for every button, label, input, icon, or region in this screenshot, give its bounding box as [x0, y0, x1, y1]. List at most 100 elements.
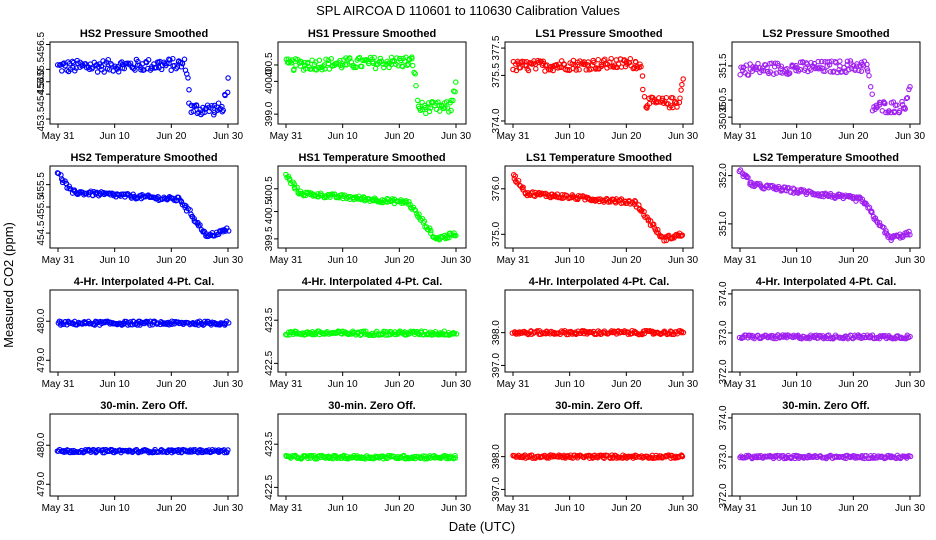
panel: HS2 Pressure Smoothed 453.5454.5455.0455.…	[36, 28, 243, 142]
data-point	[425, 226, 431, 233]
x-tick-label: May 31	[42, 255, 75, 266]
data-point	[325, 60, 332, 67]
data-point	[166, 60, 172, 67]
x-tick-label: May 31	[724, 379, 757, 390]
data-point	[126, 61, 132, 68]
data-point	[288, 60, 295, 66]
data-point	[452, 88, 458, 95]
data-point	[679, 453, 686, 460]
x-tick-label: May 31	[270, 255, 303, 266]
data-point	[452, 455, 459, 461]
data-point	[147, 322, 153, 328]
y-axis-label: Measured CO2 (ppm)	[1, 222, 16, 348]
x-tick-label: Jun 30	[895, 255, 925, 266]
panel: LS1 Pressure Smoothed 374.0 375.5 377.5 May …	[491, 28, 698, 142]
data-point	[179, 60, 186, 67]
x-tick-label: Jun 20	[838, 379, 868, 390]
data-point	[326, 66, 333, 72]
data-point	[224, 89, 231, 96]
y-tick-label: 423.5	[264, 307, 275, 332]
data-point	[674, 104, 680, 110]
data-point	[72, 68, 78, 74]
data-point	[193, 103, 200, 109]
data-point	[633, 59, 639, 65]
x-tick-label: Jun 20	[384, 131, 414, 142]
data-point	[371, 54, 377, 61]
panel: 4-Hr. Interpolated 4-Pt. Cal. 372.0 373.0 3…	[718, 276, 925, 390]
y-tick-label: 351.0	[718, 211, 729, 236]
x-tick-label: Jun 30	[213, 255, 243, 266]
plot-frame	[731, 165, 921, 249]
data-point	[453, 232, 459, 239]
data-point	[359, 63, 365, 70]
panel-title: 30-min. Zero Off.	[328, 400, 415, 412]
data-point	[755, 60, 761, 67]
data-point	[863, 201, 870, 208]
data-point	[637, 61, 643, 67]
data-point	[316, 57, 323, 64]
y-tick-label: 372.0	[718, 359, 729, 384]
data-point	[837, 58, 843, 64]
x-tick-label: Jun 30	[895, 503, 925, 514]
data-point	[442, 104, 448, 111]
y-tick-label: 374.0	[718, 281, 729, 306]
data-point	[816, 66, 822, 72]
data-point	[904, 94, 911, 101]
y-tick-label: 351.5	[718, 53, 729, 78]
data-point	[574, 452, 581, 459]
data-point	[517, 64, 524, 71]
data-point	[638, 208, 644, 214]
data-point	[548, 63, 554, 70]
data-point	[414, 97, 421, 104]
data-point	[876, 219, 883, 226]
data-point	[350, 194, 357, 201]
data-point	[680, 76, 686, 82]
data-point	[906, 86, 912, 93]
data-point	[846, 66, 852, 73]
data-point	[550, 193, 556, 200]
x-tick-label: Jun 10	[782, 131, 812, 142]
data-point	[605, 331, 611, 337]
data-point	[807, 454, 813, 461]
data-point	[663, 94, 670, 101]
panel: 30-min. Zero Off. 372.0 373.0 374.0 May 31 Ju…	[718, 400, 925, 514]
x-tick-label: Jun 10	[782, 255, 812, 266]
panel: 4-Hr. Interpolated 4-Pt. Cal. 422.5 423.5 M…	[264, 276, 471, 390]
y-tick-label: 350.5	[718, 87, 729, 112]
y-tick-label: 422.5	[264, 350, 275, 375]
panel: 30-min. Zero Off. 479.0 480.0 May 31 Jun 10 J…	[36, 400, 243, 514]
data-point	[907, 84, 913, 90]
plot-frame	[277, 289, 467, 373]
data-point	[514, 454, 521, 460]
panel-title: 4-Hr. Interpolated 4-Pt. Cal.	[529, 276, 670, 288]
x-tick-label: May 31	[270, 379, 303, 390]
data-point	[591, 59, 597, 66]
data-point	[888, 237, 894, 244]
panel-title: 30-min. Zero Off.	[100, 400, 187, 412]
data-point	[377, 55, 384, 62]
data-point	[73, 65, 79, 71]
data-point	[225, 320, 232, 326]
y-tick-label: 422.5	[264, 474, 275, 499]
data-point	[907, 333, 913, 340]
x-tick-label: Jun 20	[156, 379, 186, 390]
x-tick-label: Jun 20	[611, 503, 641, 514]
data-point	[426, 108, 433, 115]
x-tick-label: Jun 10	[555, 255, 585, 266]
data-point	[679, 232, 686, 238]
data-point	[905, 231, 911, 238]
x-tick-label: May 31	[724, 503, 757, 514]
data-point	[745, 72, 752, 78]
x-tick-label: Jun 20	[611, 131, 641, 142]
data-point	[441, 105, 447, 112]
y-tick-label: 377.5	[491, 35, 502, 60]
data-point	[178, 199, 185, 205]
data-point	[630, 65, 636, 72]
panel: 4-Hr. Interpolated 4-Pt. Cal. 397.0 398.0 M…	[491, 276, 698, 390]
data-point	[827, 69, 834, 75]
plot-frame	[504, 165, 694, 249]
data-point	[512, 173, 519, 179]
data-point	[747, 61, 753, 67]
data-point	[220, 107, 226, 114]
